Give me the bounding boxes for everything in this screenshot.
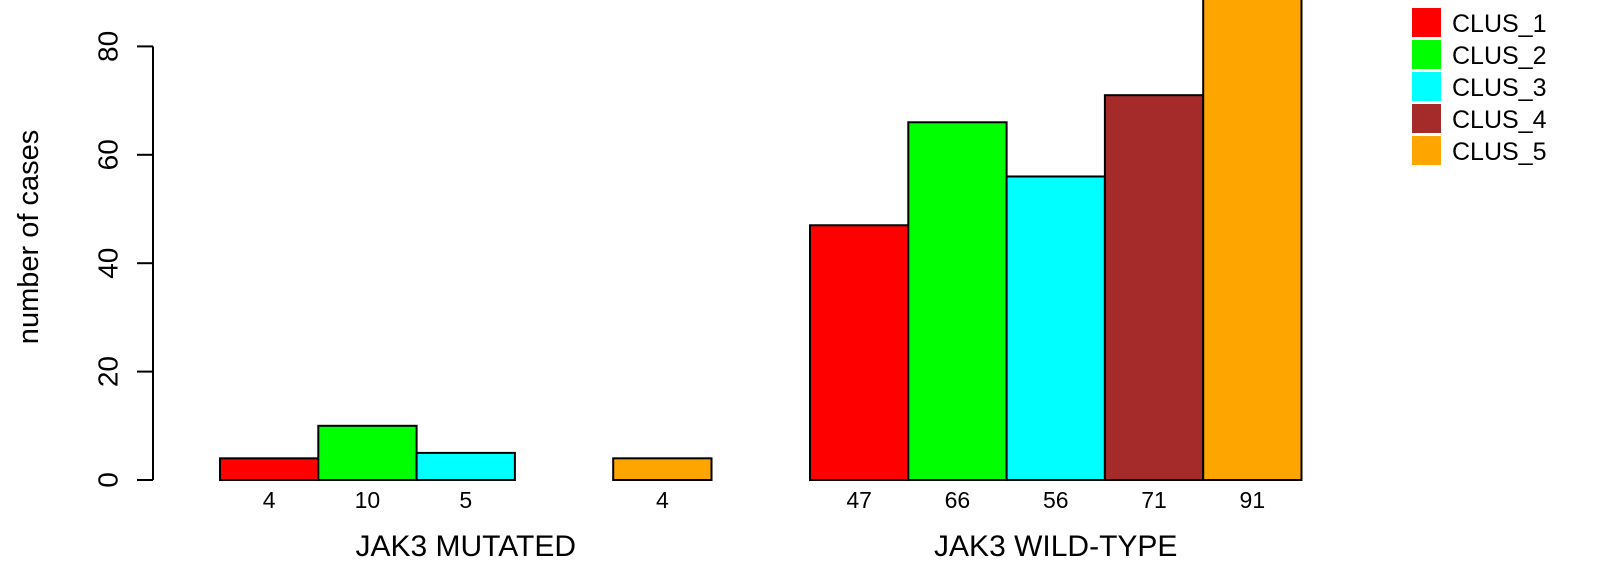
bar-clus_2 (907, 121, 1008, 481)
group-label: JAK3 MUTATED (355, 530, 576, 563)
y-tick-label: 40 (92, 248, 123, 279)
bar-clus_4 (1103, 94, 1205, 482)
bar-clus_5 (612, 457, 713, 482)
bar-value-labels: 4 10 5 4 47 66 56 71 91 (263, 487, 1265, 513)
legend-label: CLUS_3 (1452, 74, 1547, 102)
legend-label: CLUS_2 (1452, 42, 1547, 70)
bar-clus_3 (1005, 175, 1106, 481)
y-tick-label: 0 (92, 472, 123, 488)
y-tick-label: 20 (92, 356, 123, 387)
y-axis-label: number of cases (13, 130, 45, 344)
legend-swatch-clus_4 (1412, 104, 1441, 133)
bar-value-label: 4 (263, 487, 276, 513)
bar-value-label: 66 (945, 487, 971, 513)
bar-clus_5 (1202, 0, 1303, 481)
legend-swatch-clus_1 (1412, 8, 1441, 37)
legend-label: CLUS_1 (1452, 10, 1547, 38)
bar-value-label: 5 (459, 487, 472, 513)
bar-value-label: 71 (1141, 487, 1167, 513)
legend-label: CLUS_4 (1452, 106, 1547, 134)
legend-swatch-clus_2 (1412, 40, 1441, 69)
bar-value-label: 47 (846, 487, 872, 513)
group-labels: JAK3 MUTATED JAK3 WILD-TYPE (355, 530, 1177, 563)
legend: CLUS_1 CLUS_2 CLUS_3 CLUS_4 CLUS_5 (1412, 8, 1547, 166)
y-axis: 0 20 40 60 80 (92, 31, 154, 488)
legend-label: CLUS_5 (1452, 138, 1547, 166)
bar-value-label: 4 (656, 487, 669, 513)
y-tick-label: 60 (92, 139, 123, 170)
legend-swatch-clus_5 (1412, 136, 1441, 165)
bars (219, 0, 1303, 482)
bar-clus_3 (415, 451, 516, 481)
bar-clus_1 (219, 457, 320, 482)
bar-clus_1 (809, 224, 910, 481)
bar-clus_2 (317, 424, 418, 481)
bar-value-label: 56 (1043, 487, 1069, 513)
bar-value-label: 10 (355, 487, 381, 513)
group-label: JAK3 WILD-TYPE (934, 530, 1177, 563)
y-tick-label: 80 (92, 31, 123, 62)
legend-swatch-clus_3 (1412, 72, 1441, 101)
bar-value-label: 91 (1240, 487, 1266, 513)
